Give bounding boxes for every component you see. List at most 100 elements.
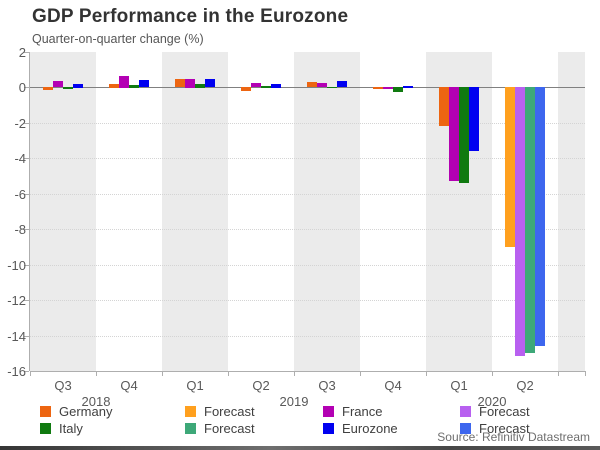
x-axis-label-quarter: Q3 (318, 378, 336, 393)
x-axis-tick (426, 371, 427, 376)
plot-stripe (228, 52, 294, 371)
gridline (30, 229, 585, 230)
bar-france-q2-2019 (251, 83, 261, 87)
y-axis-label: -14 (7, 329, 26, 344)
y-axis-line (29, 52, 30, 371)
bar-eurozone-q1-2019 (205, 79, 215, 87)
bar-germany-q2-2020 (505, 87, 515, 247)
bar-italy-q1-2020 (459, 87, 469, 183)
gridline (30, 194, 585, 195)
bar-eurozone-q4-2018 (139, 80, 149, 87)
y-axis-tick (24, 336, 29, 337)
legend-swatch (323, 406, 334, 417)
y-axis-tick (24, 123, 29, 124)
legend-swatch (185, 423, 196, 434)
y-axis-label: -8 (14, 222, 26, 237)
bar-italy-q4-2019 (393, 87, 403, 92)
bar-germany-q1-2020 (439, 87, 449, 126)
bar-eurozone-q1-2020 (469, 87, 479, 151)
bar-france-q3-2018 (53, 81, 63, 87)
x-axis-tick (228, 371, 229, 376)
bar-france-q1-2019 (185, 79, 195, 88)
bar-france-q4-2019 (383, 87, 393, 89)
bar-france-q4-2018 (119, 76, 129, 88)
gridline (30, 265, 585, 266)
bottom-edge-divider (0, 446, 600, 450)
y-axis-tick (24, 158, 29, 159)
legend-label: Forecast (479, 404, 530, 419)
y-axis-label: -10 (7, 258, 26, 273)
y-axis-tick (24, 87, 29, 88)
legend-swatch (460, 423, 471, 434)
bar-italy-q1-2019 (195, 84, 205, 88)
legend-label: Eurozone (342, 421, 398, 436)
bar-italy-q2-2020 (525, 87, 535, 353)
x-axis-tick (30, 371, 31, 376)
source-credit: Source: Refinitiv Datastream (437, 430, 590, 444)
legend: Germany Italy Forecast Forecast France Eurozo… (0, 402, 600, 436)
bar-eurozone-q2-2019 (271, 84, 281, 88)
plot-stripe (294, 52, 360, 371)
gridline (30, 300, 585, 301)
x-axis-tick (294, 371, 295, 376)
y-axis-label: 0 (18, 80, 26, 95)
gridline (30, 336, 585, 337)
bar-germany-q4-2018 (109, 84, 119, 88)
bar-eurozone-q3-2018 (73, 84, 83, 88)
x-axis-label-quarter: Q3 (54, 378, 72, 393)
legend-label: Forecast (204, 421, 255, 436)
legend-label: Forecast (204, 404, 255, 419)
legend-label: France (342, 404, 383, 419)
bar-eurozone-q3-2019 (337, 81, 347, 87)
y-axis-label: -4 (14, 151, 26, 166)
legend-swatch (40, 406, 51, 417)
y-axis-tick (24, 229, 29, 230)
bar-france-q1-2020 (449, 87, 459, 181)
bar-germany-q3-2018 (43, 87, 53, 90)
bar-germany-q3-2019 (307, 82, 317, 87)
chart-title: GDP Performance in the Eurozone (32, 6, 349, 27)
x-axis-tick (96, 371, 97, 376)
gridline (30, 123, 585, 124)
legend-label: Forecast (479, 421, 530, 436)
gridline (30, 158, 585, 159)
legend-swatch (185, 406, 196, 417)
chart-subtitle: Quarter-on-quarter change (%) (32, 32, 204, 46)
bar-italy-q3-2018 (63, 87, 73, 89)
plot-stripe (162, 52, 228, 371)
x-axis-tick (162, 371, 163, 376)
x-axis-tick (492, 371, 493, 376)
bar-eurozone-q4-2019 (403, 86, 413, 88)
x-axis-tick (585, 371, 586, 376)
plot-stripe (96, 52, 162, 371)
bar-france-q2-2020 (515, 87, 525, 356)
bar-germany-q1-2019 (175, 79, 185, 87)
y-axis-label: -12 (7, 293, 26, 308)
plot-area (30, 52, 585, 371)
y-axis-tick (24, 194, 29, 195)
bar-italy-q2-2019 (261, 86, 271, 88)
y-axis-tick (24, 300, 29, 301)
legend-label: Italy (59, 421, 83, 436)
y-axis-label: -16 (7, 364, 26, 379)
x-axis-label-quarter: Q1 (450, 378, 468, 393)
y-axis-label: -2 (14, 116, 26, 131)
x-axis-label-quarter: Q2 (252, 378, 270, 393)
x-axis-label-quarter: Q4 (120, 378, 138, 393)
x-axis-tick (360, 371, 361, 376)
legend-label: Germany (59, 404, 113, 419)
x-axis-label-year: 2018 (81, 394, 111, 409)
bar-italy-q4-2018 (129, 85, 139, 88)
legend-swatch (460, 406, 471, 417)
x-axis-label-year: 2020 (477, 394, 507, 409)
plot-stripe (360, 52, 426, 371)
y-axis-tick (24, 371, 29, 372)
plot-stripe (558, 52, 585, 371)
bar-germany-q4-2019 (373, 87, 383, 89)
x-axis-label-year: 2019 (279, 394, 309, 409)
plot-stripe (30, 52, 96, 371)
x-axis-label-quarter: Q1 (186, 378, 204, 393)
x-axis-label-quarter: Q2 (516, 378, 534, 393)
bar-france-q3-2019 (317, 83, 327, 87)
x-axis-tick (558, 371, 559, 376)
